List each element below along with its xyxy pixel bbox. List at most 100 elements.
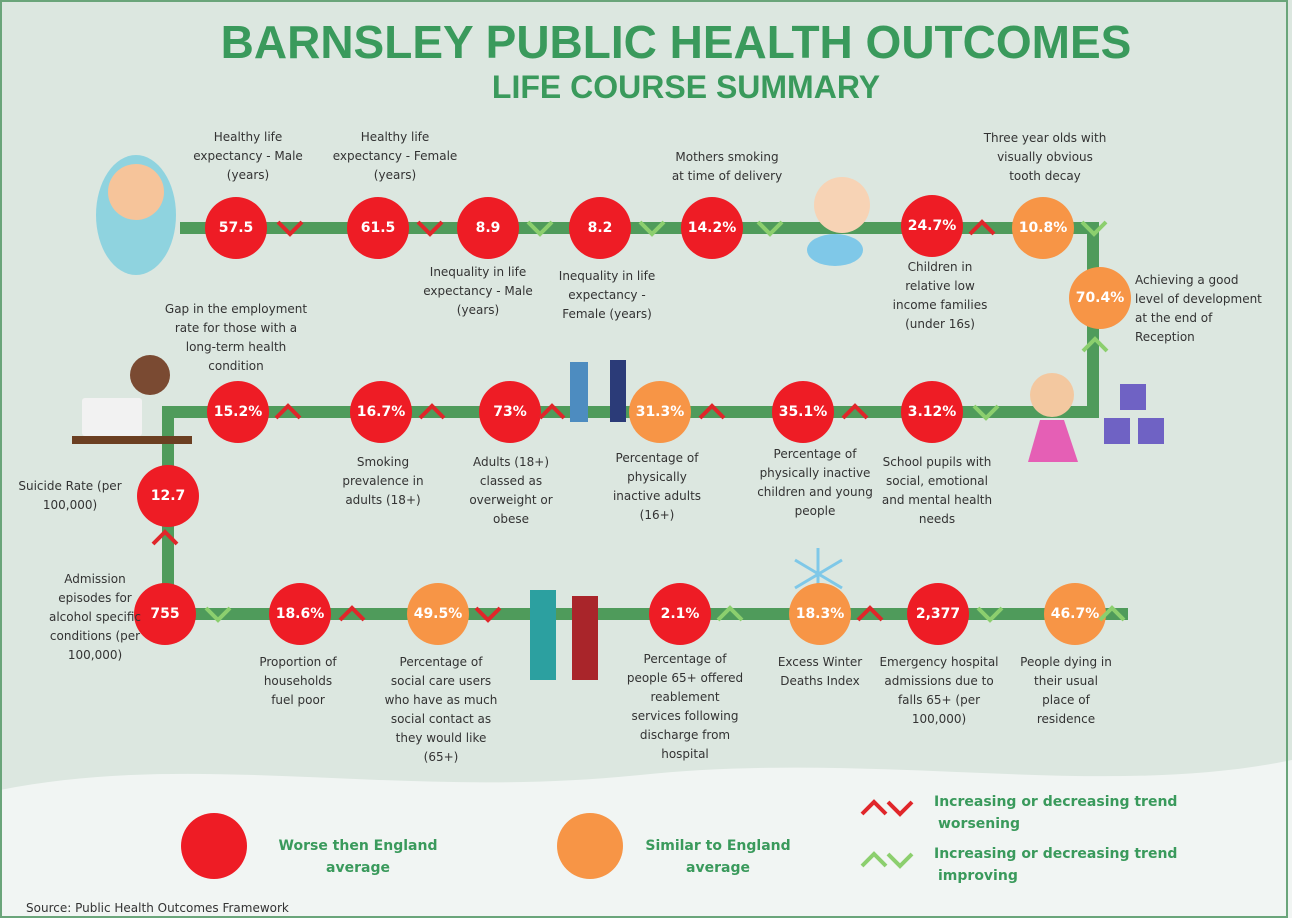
indicator-label: Achieving a good [1135, 273, 1238, 287]
indicator-value: 46.7% [1051, 606, 1100, 622]
indicator-label: and mental health [882, 493, 992, 507]
trend-arrow [698, 403, 726, 420]
indicator-label: Percentage of [616, 451, 700, 465]
indicator-label: they would like [396, 731, 487, 745]
indicator-label: 100,000) [43, 498, 97, 512]
indicator-label: physically [627, 470, 687, 484]
legend-circle [557, 813, 623, 879]
indicator-circle [350, 381, 412, 443]
indicator-label: Female (years) [562, 307, 652, 321]
indicator-label: overweight or [469, 493, 552, 507]
indicator-value: 70.4% [1076, 290, 1125, 306]
indicator-label: Reception [1135, 330, 1195, 344]
indicator-label: discharge from [640, 728, 730, 742]
legend-label: Similar to England [645, 838, 790, 854]
trend-arrow [1081, 336, 1109, 353]
trend-arrow [756, 220, 784, 237]
indicator-value: 18.6% [276, 606, 325, 622]
indicator-value: 57.5 [219, 220, 254, 236]
indicator-label: Healthy life [214, 130, 283, 144]
girl-icon [1028, 373, 1078, 462]
indicator-label: Percentage of [644, 652, 728, 666]
indicator-label: services following [632, 709, 739, 723]
indicator-label: Inequality in life [559, 269, 655, 283]
indicator-value: 73% [493, 404, 527, 420]
indicator-label: rate for those with a [175, 321, 297, 335]
indicator-label: inactive adults [613, 489, 701, 503]
indicator-value: 14.2% [688, 220, 737, 236]
indicator-label: expectancy - Male [193, 149, 303, 163]
trend-arrow [338, 605, 366, 622]
trend-arrow [526, 220, 554, 237]
indicator-label: place of [1042, 693, 1090, 707]
trend-arrow [204, 606, 232, 623]
trend-arrow [856, 605, 884, 622]
abc-blocks-icon [1104, 384, 1164, 444]
legend-trend-label: Increasing or decreasing trend [934, 794, 1177, 810]
indicator-label: alcohol specific [49, 610, 141, 624]
indicator-label: their usual [1034, 674, 1098, 688]
indicator-label: Children in [908, 260, 973, 274]
indicator-value: 16.7% [357, 404, 406, 420]
indicator-label: Percentage of [400, 655, 484, 669]
indicator-label: reablement [650, 690, 719, 704]
indicator-label: classed as [480, 474, 542, 488]
indicator-label: adults (18+) [345, 493, 420, 507]
indicator-label: Gap in the employment [165, 302, 307, 316]
indicator-label: Proportion of [259, 655, 337, 669]
legend-arrow [860, 851, 888, 868]
indicator-value: 35.1% [779, 404, 828, 420]
indicator-label: residence [1037, 712, 1095, 726]
indicator-label: (years) [457, 303, 499, 317]
indicator-value: 24.7% [908, 218, 957, 234]
indicator-label: 100,000) [68, 648, 122, 662]
indicator-label: Three year olds with [983, 131, 1107, 145]
legend-trend-label: improving [938, 868, 1018, 884]
indicator-value: 8.2 [588, 220, 613, 236]
trend-arrow [968, 219, 996, 236]
indicator-circle [569, 197, 631, 259]
indicator-label: admissions due to [884, 674, 993, 688]
indicator-label: Smoking [357, 455, 409, 469]
title: BARNSLEY PUBLIC HEALTH OUTCOMES [221, 16, 1132, 68]
indicator-label: obese [493, 512, 529, 526]
indicator-label: expectancy - Male [423, 284, 533, 298]
trend-arrow [841, 403, 869, 420]
trend-arrow [418, 403, 446, 420]
indicator-label: physically inactive [760, 466, 871, 480]
indicator-label: falls 65+ (per [898, 693, 980, 707]
indicator-label: households [264, 674, 332, 688]
indicator-circle [789, 583, 851, 645]
trend-arrow [716, 605, 744, 622]
indicator-circle [649, 583, 711, 645]
indicator-label: income families [893, 298, 988, 312]
indicator-value: 2,377 [916, 606, 960, 622]
indicator-label: prevalence in [342, 474, 423, 488]
indicator-value: 8.9 [476, 220, 501, 236]
indicator-circle [269, 583, 331, 645]
indicator-label: (under 16s) [905, 317, 975, 331]
trend-arrow [972, 404, 1000, 421]
indicator-value: 18.3% [796, 606, 845, 622]
indicator-label: long-term health [186, 340, 287, 354]
indicator-label: School pupils with [883, 455, 992, 469]
indicator-circle [207, 381, 269, 443]
legend-trend-label: Increasing or decreasing trend [934, 846, 1177, 862]
indicator-label: social, emotional [886, 474, 988, 488]
indicator-label: expectancy - Female [333, 149, 458, 163]
indicator-label: at time of delivery [672, 169, 782, 183]
trend-arrow [976, 606, 1004, 623]
legend-arrow [886, 800, 914, 817]
indicator-circle [347, 197, 409, 259]
indicator-label: hospital [661, 747, 709, 761]
indicator-label: Percentage of [774, 447, 858, 461]
indicator-label: children and young [757, 485, 873, 499]
indicator-label: Adults (18+) [473, 455, 549, 469]
indicator-label: expectancy - [568, 288, 645, 302]
indicator-circle [479, 381, 541, 443]
legend-label: average [326, 860, 390, 876]
indicator-label: needs [919, 512, 955, 526]
indicator-label: (years) [227, 168, 269, 182]
indicator-value: 15.2% [214, 404, 263, 420]
